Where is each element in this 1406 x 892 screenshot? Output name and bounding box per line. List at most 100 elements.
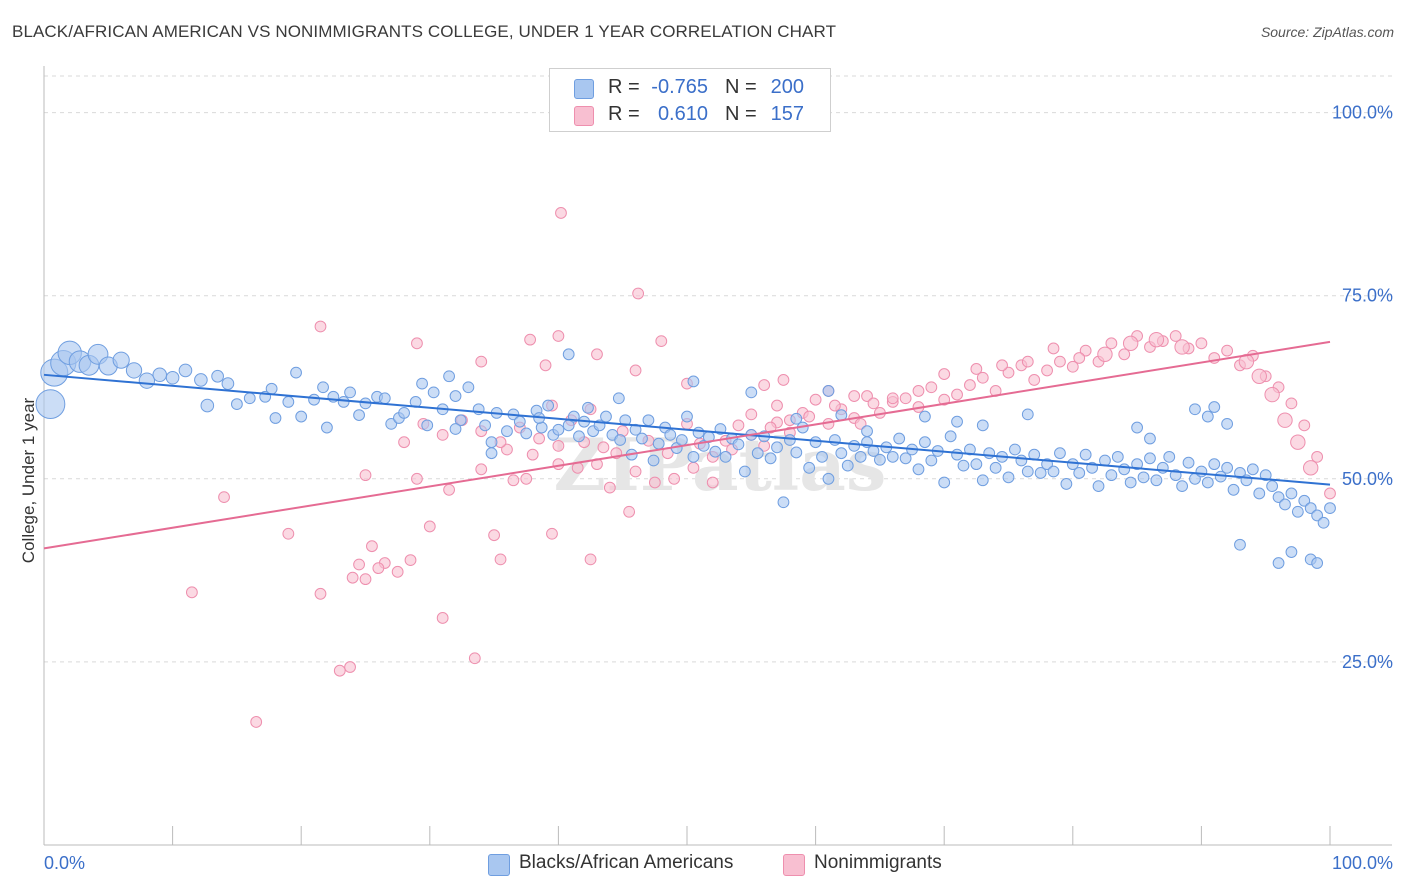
point-blacks <box>454 414 467 427</box>
point-nonimmigrants <box>1028 374 1041 386</box>
point-nonimmigrants <box>899 392 912 405</box>
point-nonimmigrants <box>1277 412 1293 428</box>
point-blacks <box>899 452 912 465</box>
point-blacks <box>344 386 356 399</box>
point-blacks <box>321 421 333 434</box>
point-blacks <box>919 410 931 423</box>
point-blacks <box>951 448 963 461</box>
point-blacks <box>642 414 655 427</box>
point-nonimmigrants <box>1285 397 1298 410</box>
point-nonimmigrants <box>1021 355 1034 368</box>
point-blacks <box>1021 465 1034 478</box>
point-blacks <box>282 396 295 408</box>
point-nonimmigrants <box>629 364 642 377</box>
point-blacks <box>1304 502 1317 515</box>
point-blacks <box>513 415 526 428</box>
point-blacks <box>681 410 693 423</box>
point-blacks <box>1227 483 1240 496</box>
legend-r-value: 0.610 <box>657 103 708 125</box>
series-label-blacks: Blacks/African Americans <box>519 852 734 873</box>
point-blacks <box>1079 448 1092 461</box>
point-nonimmigrants <box>1298 419 1311 432</box>
point-blacks <box>552 423 565 436</box>
point-nonimmigrants <box>552 439 565 452</box>
point-blacks <box>1131 458 1143 471</box>
point-nonimmigrants <box>745 408 758 421</box>
point-nonimmigrants <box>436 612 449 624</box>
point-blacks <box>416 377 428 390</box>
point-nonimmigrants <box>1169 330 1182 342</box>
point-blacks <box>687 450 700 463</box>
point-nonimmigrants <box>976 371 989 384</box>
point-blacks <box>211 369 224 383</box>
point-blacks <box>970 458 983 471</box>
point-blacks <box>790 412 803 425</box>
y-tick-label: 25.0% <box>1342 652 1393 672</box>
point-blacks <box>732 438 745 451</box>
point-nonimmigrants <box>555 207 567 219</box>
point-nonimmigrants <box>912 385 925 397</box>
point-blacks <box>520 427 533 440</box>
point-nonimmigrants <box>758 379 771 391</box>
point-nonimmigrants <box>1221 344 1234 357</box>
point-nonimmigrants <box>1041 364 1053 377</box>
point-blacks <box>719 450 732 463</box>
point-nonimmigrants <box>861 390 873 402</box>
point-nonimmigrants <box>629 465 642 478</box>
point-blacks <box>479 419 491 432</box>
point-blacks <box>1234 538 1246 551</box>
point-nonimmigrants <box>951 388 963 401</box>
point-blacks <box>848 439 861 452</box>
point-blacks <box>692 426 705 439</box>
point-nonimmigrants <box>372 562 385 575</box>
point-blacks <box>317 381 329 394</box>
point-blacks <box>809 436 822 449</box>
point-nonimmigrants <box>655 335 668 348</box>
point-blacks <box>1272 491 1285 504</box>
point-nonimmigrants <box>668 472 681 485</box>
correlation-legend: R = -0.765 N = 200 R = 0.610 N = 157 <box>549 68 831 132</box>
point-blacks <box>152 367 167 383</box>
point-blacks <box>542 399 555 412</box>
y-tick-label: 75.0% <box>1342 286 1393 306</box>
point-blacks <box>835 447 848 460</box>
point-blacks <box>647 454 660 467</box>
series-label-nonimmigrants: Nonimmigrants <box>814 852 942 873</box>
point-blacks <box>816 450 828 463</box>
point-blacks <box>600 410 612 423</box>
legend-r-value: -0.765 <box>651 76 708 98</box>
chart-title: BLACK/AFRICAN AMERICAN VS NONIMMIGRANTS … <box>12 22 837 41</box>
point-blacks <box>462 381 475 394</box>
point-blacks <box>687 375 700 388</box>
point-blacks <box>709 445 722 458</box>
point-blacks <box>231 398 243 411</box>
series-swatch-blue <box>488 854 510 876</box>
point-nonimmigrants <box>468 652 481 665</box>
point-nonimmigrants <box>333 664 346 677</box>
point-nonimmigrants <box>494 553 507 566</box>
point-blacks <box>1311 509 1324 522</box>
point-blacks <box>308 393 320 406</box>
trendline-nonimmigrants <box>43 340 1331 550</box>
point-blacks <box>861 425 873 438</box>
point-blacks <box>822 472 835 485</box>
point-blacks <box>1137 471 1150 484</box>
point-blacks <box>944 430 957 443</box>
point-blacks <box>1285 546 1298 558</box>
point-blacks <box>1060 478 1073 490</box>
point-blacks <box>854 450 867 463</box>
point-blacks <box>1246 463 1259 476</box>
point-blacks <box>295 410 308 423</box>
point-nonimmigrants <box>1195 337 1208 350</box>
point-nonimmigrants <box>706 476 719 489</box>
point-blacks <box>951 415 963 428</box>
y-tick-label: 50.0% <box>1342 469 1393 489</box>
point-blacks <box>138 372 156 389</box>
point-nonimmigrants <box>732 419 745 432</box>
point-nonimmigrants <box>501 443 513 456</box>
point-blacks <box>652 437 665 450</box>
point-nonimmigrants <box>771 399 783 412</box>
point-blacks <box>783 434 796 446</box>
point-blacks <box>1259 469 1272 482</box>
point-nonimmigrants <box>584 553 597 566</box>
